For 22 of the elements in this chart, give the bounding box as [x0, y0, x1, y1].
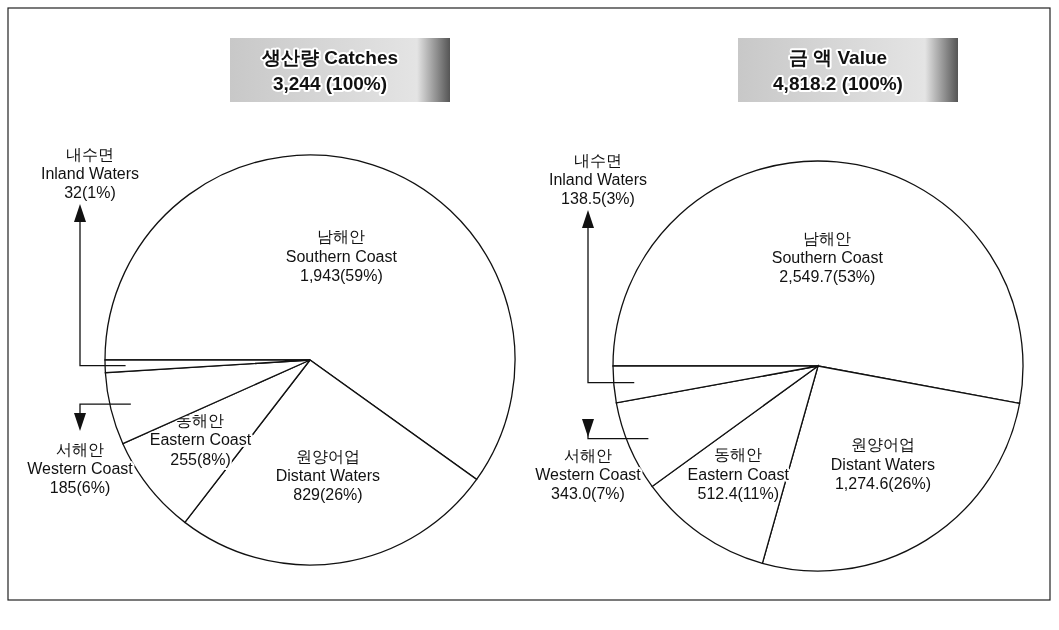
legend-label: 서해안 Western Coast	[535, 447, 642, 484]
chart-title: 금 액 Value	[788, 47, 888, 68]
data-label: 255(8%)	[170, 450, 231, 468]
slice-label: 남해안 Southern Coast	[771, 229, 884, 267]
slice-label: 내수면 Inland Waters	[40, 146, 140, 183]
data-label: 512.4(11%)	[697, 484, 780, 502]
legend-label: 서해안 Western Coast	[27, 441, 134, 478]
data-label: 1,943(59%)	[299, 266, 383, 284]
data-label: 32(1%)	[64, 184, 116, 202]
data-label: 138.5(3%)	[561, 190, 635, 208]
data-label: 2,549.7(53%)	[779, 268, 876, 286]
data-label: 829(26%)	[293, 486, 363, 504]
slice-label: 내수면 Inland Waters	[548, 152, 648, 189]
chart-title: 생산량 Catches	[260, 47, 399, 68]
data-label: 185(6%)	[49, 479, 111, 497]
chart-subtitle: 4,818.2 (100%)	[773, 73, 903, 94]
slice-label: 원양어업 Distant Waters	[275, 447, 381, 484]
slice-label: 남해안 Southern Coast	[285, 228, 398, 265]
slice-label: 원양어업 Distant Waters	[830, 436, 936, 473]
data-label: 1,274.6(26%)	[834, 474, 931, 492]
chart-subtitle: 3,244 (100%)	[272, 73, 388, 94]
data-label: 343.0(7%)	[551, 485, 625, 503]
